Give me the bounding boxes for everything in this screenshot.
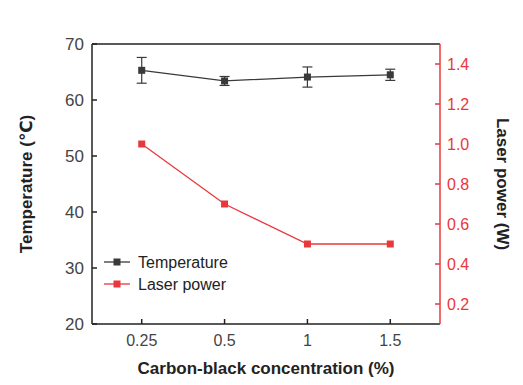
legend-entry: Laser power [104, 276, 227, 293]
y2-tick [435, 303, 440, 305]
x-axis-title: Carbon-black concentration (%) [138, 359, 395, 378]
marker [138, 141, 145, 148]
y2-tick [435, 223, 440, 225]
chart-root: 20 30 40 50 60 70 0.2 0.4 0.6 0.8 1.0 1.2 1.4 0.25 0.5… [0, 0, 523, 385]
y2-tick [435, 263, 440, 265]
error-bar [220, 76, 230, 85]
y-tick-label: 30 [65, 259, 84, 278]
y2-tick [435, 143, 440, 145]
y-tick-label: 70 [65, 35, 84, 54]
y-tick-label: 20 [65, 315, 84, 334]
marker [221, 77, 228, 84]
x-tick-label: 0.25 [126, 332, 157, 349]
x-tick-label: 1 [303, 332, 312, 349]
legend-entry: Temperature [104, 254, 228, 271]
error-bar [385, 69, 395, 80]
marker [304, 241, 311, 248]
y-tick [92, 267, 97, 269]
y2-tick [435, 183, 440, 185]
y-tick [92, 43, 97, 45]
y-tick [92, 99, 97, 101]
y2-tick [435, 103, 440, 105]
x-tick-label: 1.5 [379, 332, 401, 349]
y2-tick-label: 0.4 [447, 256, 469, 273]
y-tick-label: 50 [65, 147, 84, 166]
y-tick [92, 155, 97, 157]
error-bar [302, 67, 312, 87]
chart-svg: 20 30 40 50 60 70 0.2 0.4 0.6 0.8 1.0 1.2 1.4 0.25 0.5… [0, 0, 523, 385]
y2-tick-label: 1.2 [447, 96, 469, 113]
x-tick [390, 319, 392, 324]
marker [387, 241, 394, 248]
y2-tick-label: 0.8 [447, 176, 469, 193]
x-tick [141, 319, 143, 324]
frame-top [92, 43, 440, 45]
x-axis-line [92, 323, 440, 325]
legend-label: Laser power [138, 276, 227, 293]
series-line [142, 70, 391, 81]
series-line [142, 144, 391, 244]
y-tick [92, 323, 97, 325]
y2-tick-label: 0.2 [447, 296, 469, 313]
x-tick-label: 0.5 [213, 332, 235, 349]
y2-tick-label: 1.4 [447, 56, 469, 73]
plot-data [137, 57, 396, 247]
marker [221, 201, 228, 208]
y2-tick-label: 1.0 [447, 136, 469, 153]
x-tick [224, 319, 226, 324]
y-axis-title: Temperature (℃) [17, 115, 36, 253]
x-tick [307, 319, 309, 324]
legend-label: Temperature [138, 254, 228, 271]
error-bar [137, 57, 147, 83]
y2-axis-title: Laser power (W) [493, 118, 512, 250]
y-axis-line [91, 44, 93, 324]
y-tick-label: 60 [65, 91, 84, 110]
marker [304, 74, 311, 81]
y2-tick-label: 0.6 [447, 216, 469, 233]
y-tick-label: 40 [65, 203, 84, 222]
y2-tick [435, 63, 440, 65]
marker [387, 71, 394, 78]
marker [138, 67, 145, 74]
y-tick [92, 211, 97, 213]
